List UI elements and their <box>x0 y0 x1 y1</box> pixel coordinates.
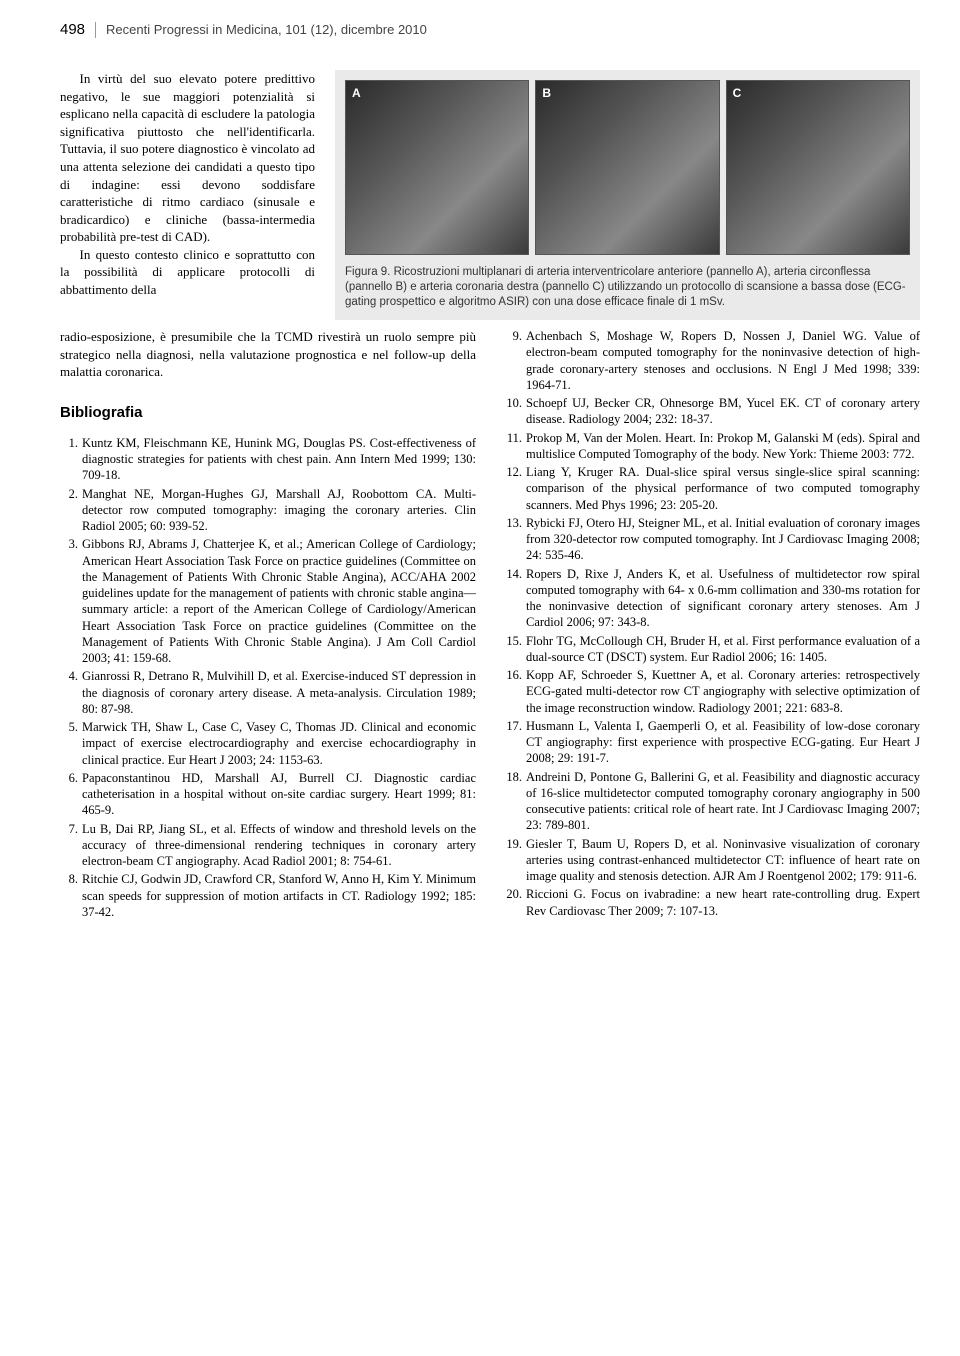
reference-item: Riccioni G. Focus on ivabradine: a new h… <box>504 886 920 919</box>
reference-item: Flohr TG, McCollough CH, Bruder H, et al… <box>504 633 920 666</box>
intro-paragraph-2-cont: radio-esposizione, è presumibile che la … <box>60 328 476 381</box>
reference-item: Rybicki FJ, Otero HJ, Steigner ML, et al… <box>504 515 920 564</box>
reference-item: Kopp AF, Schroeder S, Kuettner A, et al.… <box>504 667 920 716</box>
reference-item: Andreini D, Pontone G, Ballerini G, et a… <box>504 769 920 834</box>
reference-item: Lu B, Dai RP, Jiang SL, et al. Effects o… <box>60 821 476 870</box>
figure-panel-b: B <box>535 80 719 255</box>
reference-item: Manghat NE, Morgan-Hughes GJ, Marshall A… <box>60 486 476 535</box>
intro-paragraph-1: In virtù del suo elevato potere preditti… <box>60 70 315 245</box>
figure-panels: A B C <box>345 80 910 255</box>
reference-item: Husmann L, Valenta I, Gaemperli O, et al… <box>504 718 920 767</box>
reference-item: Liang Y, Kruger RA. Dual-slice spiral ve… <box>504 464 920 513</box>
reference-item: Ritchie CJ, Godwin JD, Crawford CR, Stan… <box>60 871 476 920</box>
right-column: Achenbach S, Moshage W, Ropers D, Nossen… <box>504 328 920 922</box>
figure-caption: Figura 9. Ricostruzioni multiplanari di … <box>345 265 910 310</box>
reference-item: Prokop M, Van der Molen. Heart. In: Prok… <box>504 430 920 463</box>
panel-label-a: A <box>352 85 361 101</box>
reference-item: Schoepf UJ, Becker CR, Ohnesorge BM, Yuc… <box>504 395 920 428</box>
header-divider <box>95 22 96 38</box>
figure-9: A B C Figura 9. Ricostruzioni multiplana… <box>335 70 920 320</box>
journal-name: Recenti Progressi in Medicina, 101 (12),… <box>106 21 427 39</box>
reference-item: Papaconstantinou HD, Marshall AJ, Burrel… <box>60 770 476 819</box>
figure-panel-c: C <box>726 80 910 255</box>
intro-paragraph-2-start: In questo contesto clinico e soprattutto… <box>60 246 315 299</box>
page-number: 498 <box>60 20 85 40</box>
figure-panel-a: A <box>345 80 529 255</box>
panel-label-b: B <box>542 85 551 101</box>
page-header: 498 Recenti Progressi in Medicina, 101 (… <box>60 20 920 40</box>
bibliography-title: Bibliografia <box>60 403 476 423</box>
two-column-body: radio-esposizione, è presumibile che la … <box>60 328 920 922</box>
reference-item: Marwick TH, Shaw L, Case C, Vasey C, Tho… <box>60 719 476 768</box>
reference-item: Gibbons RJ, Abrams J, Chatterjee K, et a… <box>60 536 476 666</box>
intro-text-block: In virtù del suo elevato potere preditti… <box>60 70 315 320</box>
reference-item: Ropers D, Rixe J, Anders K, et al. Usefu… <box>504 566 920 631</box>
reference-item: Giesler T, Baum U, Ropers D, et al. Noni… <box>504 836 920 885</box>
panel-label-c: C <box>733 85 742 101</box>
references-list-right: Achenbach S, Moshage W, Ropers D, Nossen… <box>504 328 920 919</box>
references-list-left: Kuntz KM, Fleischmann KE, Hunink MG, Dou… <box>60 435 476 920</box>
reference-item: Gianrossi R, Detrano R, Mulvihill D, et … <box>60 668 476 717</box>
reference-item: Kuntz KM, Fleischmann KE, Hunink MG, Dou… <box>60 435 476 484</box>
reference-item: Achenbach S, Moshage W, Ropers D, Nossen… <box>504 328 920 393</box>
left-column: radio-esposizione, è presumibile che la … <box>60 328 476 922</box>
top-section: In virtù del suo elevato potere preditti… <box>60 70 920 320</box>
